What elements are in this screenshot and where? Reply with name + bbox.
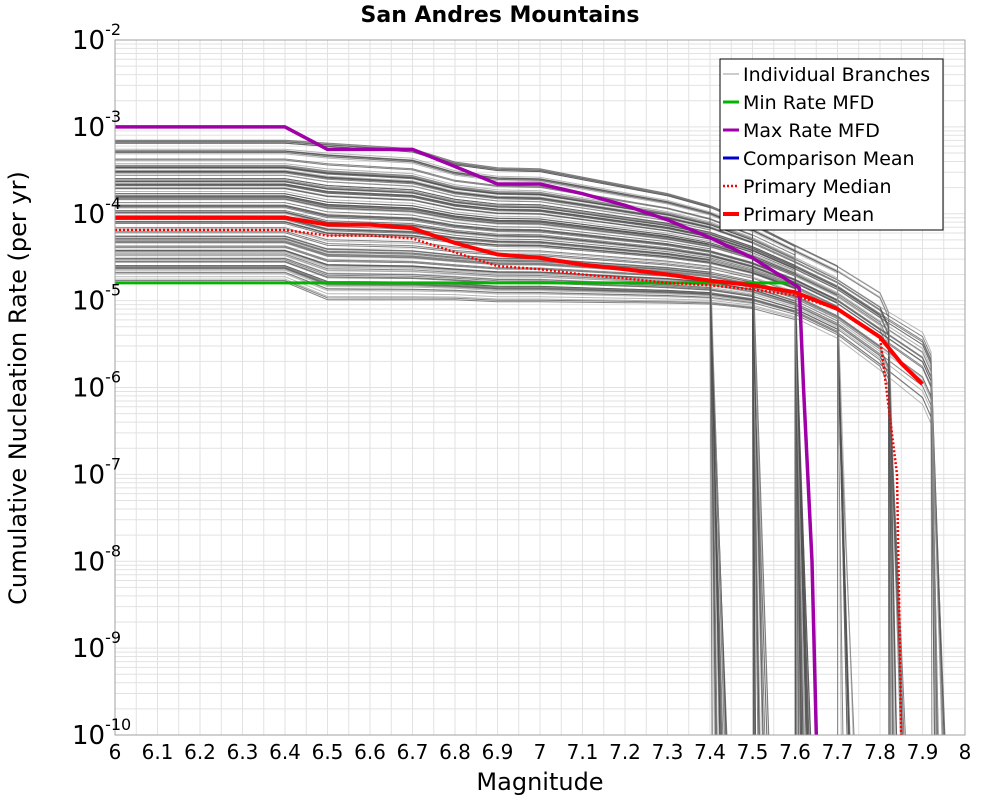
branch-line — [115, 238, 717, 736]
branch-line — [115, 276, 803, 736]
branch-line — [115, 253, 903, 736]
branch-line — [115, 261, 844, 736]
x-tick-label: 7.1 — [567, 740, 599, 764]
legend-label: Min Rate MFD — [743, 92, 874, 114]
branch-line — [115, 195, 764, 736]
branch-line — [115, 241, 943, 736]
x-tick-label: 6 — [109, 740, 122, 764]
x-tick-label: 7.2 — [609, 740, 641, 764]
y-tick-label: 10-3 — [72, 107, 121, 143]
branch-line — [115, 236, 721, 736]
x-tick-label: 7.3 — [652, 740, 684, 764]
x-tick-label: 7.7 — [822, 740, 854, 764]
legend-label: Individual Branches — [743, 64, 930, 86]
branch-line — [115, 273, 764, 736]
branch-line — [115, 181, 945, 736]
chart-title: San Andres Mountains — [361, 3, 640, 28]
series-primary-mean — [115, 215, 924, 386]
branch-line — [115, 250, 812, 736]
x-tick-label: 7.6 — [779, 740, 811, 764]
x-tick-label: 6.1 — [142, 740, 174, 764]
x-tick-label: 7 — [534, 740, 547, 764]
series-max-rate-mfd — [115, 125, 819, 736]
x-tick-label: 7.8 — [864, 740, 896, 764]
branch-line — [115, 191, 945, 736]
branch-line — [115, 272, 717, 736]
y-tick-label: 10-2 — [72, 20, 121, 56]
branch-line — [115, 232, 721, 736]
legend-label: Primary Median — [743, 176, 892, 198]
y-tick-label: 10-10 — [72, 715, 131, 751]
branch-line — [115, 202, 716, 736]
x-tick-label: 7.4 — [694, 740, 726, 764]
y-tick-label: 10-7 — [72, 454, 121, 490]
branch-line — [115, 165, 943, 736]
branch-line — [115, 153, 842, 736]
branch-line — [115, 237, 905, 736]
branch-line — [115, 199, 891, 736]
y-tick-label: 10-5 — [72, 281, 121, 317]
branch-line — [115, 163, 854, 736]
x-tick-label: 6.2 — [184, 740, 216, 764]
x-tick-label: 6.5 — [312, 740, 344, 764]
y-tick-label: 10-4 — [72, 194, 121, 230]
branch-line — [115, 212, 933, 736]
legend-label: Max Rate MFD — [743, 120, 880, 142]
branch-line — [115, 197, 939, 736]
branch-line — [115, 267, 946, 736]
branch-line — [115, 268, 713, 736]
branch-line — [115, 250, 799, 736]
branch-line — [115, 278, 939, 736]
branch-line — [115, 205, 850, 736]
branch-line — [115, 255, 715, 736]
legend-items: Individual Branches Min Rate MFD Max Rate … — [723, 64, 930, 226]
branch-line — [115, 185, 939, 736]
branch-line — [115, 267, 768, 736]
branch-line — [115, 172, 938, 736]
y-tick-labels: 10-10 10-9 10-8 10-7 10-6 10-5 10-4 10-3 10-2 — [72, 20, 131, 751]
x-tick-label: 6.7 — [397, 740, 429, 764]
x-tick-label: 6.3 — [227, 740, 259, 764]
x-axis-label: Magnitude — [476, 768, 603, 796]
x-tick-label: 8 — [959, 740, 972, 764]
x-tick-label: 7.9 — [907, 740, 939, 764]
x-tick-label: 7.5 — [737, 740, 769, 764]
x-tick-labels: 6 6.1 6.2 6.3 6.4 6.5 6.6 6.7 6.8 6.9 7 7.1 7.2 7.3 7.… — [109, 740, 972, 764]
y-tick-label: 10-8 — [72, 541, 121, 577]
branch-line — [115, 280, 759, 736]
legend-label: Comparison Mean — [743, 148, 915, 170]
legend-box — [719, 58, 944, 231]
branch-line — [115, 159, 757, 736]
branch-line — [115, 139, 850, 736]
branch-line — [115, 258, 724, 736]
branch-line — [115, 217, 850, 736]
branch-line — [115, 269, 761, 736]
branch-line — [115, 204, 725, 736]
x-tick-label: 6.9 — [482, 740, 514, 764]
branch-line — [115, 249, 763, 736]
y-tick-label: 10-9 — [72, 628, 121, 664]
series-layer — [115, 125, 924, 736]
y-axis-label: Cumulative Nucleation Rate (per yr) — [4, 171, 32, 605]
y-tick-label: 10-6 — [72, 368, 121, 404]
branch-line — [115, 174, 726, 736]
x-tick-label: 6.4 — [269, 740, 301, 764]
branch-line — [115, 148, 895, 736]
x-tick-label: 6.8 — [439, 740, 471, 764]
branch-line — [115, 179, 903, 736]
branch-line — [115, 252, 904, 736]
branch-line — [115, 242, 713, 736]
branch-line — [115, 167, 721, 736]
branch-line — [115, 271, 897, 736]
branch-line — [115, 259, 760, 736]
branch-line — [115, 171, 756, 736]
plot-frame — [114, 39, 966, 736]
legend-label: Primary Mean — [743, 204, 874, 226]
x-tick-label: 6.6 — [354, 740, 386, 764]
legend: Individual Branches Min Rate MFD Max Rate … — [719, 58, 944, 231]
